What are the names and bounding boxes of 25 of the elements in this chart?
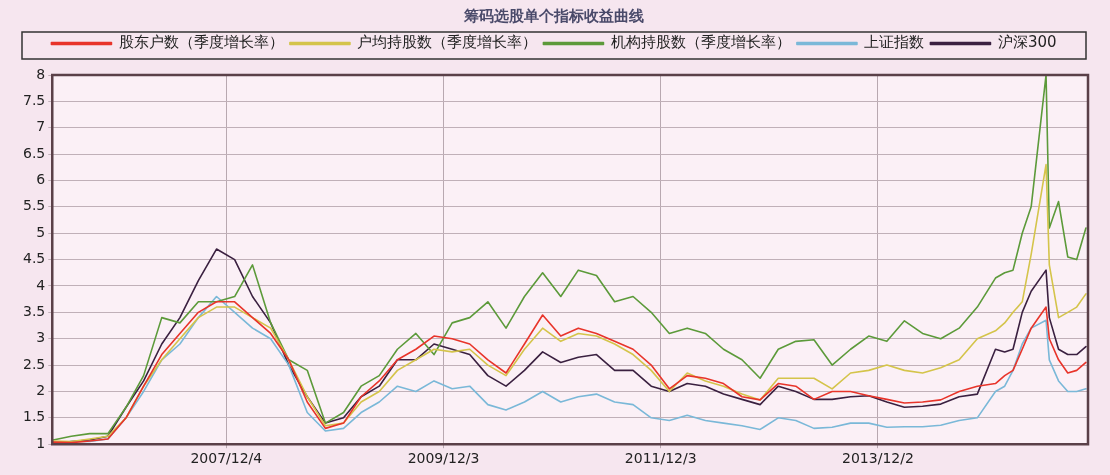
y-tick-label: 3.5 xyxy=(23,302,46,319)
y-tick-label: 6 xyxy=(36,171,46,188)
y-tick-label: 3 xyxy=(36,329,46,346)
y-tick-label: 8 xyxy=(36,65,46,82)
y-tick-label: 1 xyxy=(36,434,46,451)
x-tick-label: 2009/12/3 xyxy=(407,450,480,467)
y-tick-label: 1.5 xyxy=(23,408,46,425)
y-tick-label: 4.5 xyxy=(23,250,46,267)
y-tick-label: 7.5 xyxy=(23,92,46,109)
y-tick-label: 5.5 xyxy=(23,197,46,214)
y-tick-label: 7 xyxy=(36,118,46,135)
x-tick-label: 2007/12/4 xyxy=(190,450,263,467)
x-tick-label: 2011/12/3 xyxy=(624,450,697,467)
y-tick-label: 6.5 xyxy=(23,144,46,161)
y-tick-label: 2 xyxy=(36,382,46,399)
legend-label: 股东户数（季度增长率） xyxy=(118,33,284,52)
legend-label: 沪深300 xyxy=(997,33,1057,52)
y-tick-label: 5 xyxy=(36,223,46,240)
legend-label: 户均持股数（季度增长率） xyxy=(357,33,538,52)
legend-label: 机构持股数（季度增长率） xyxy=(610,33,791,52)
y-tick-label: 4 xyxy=(36,276,46,293)
legend-label: 上证指数 xyxy=(864,33,925,52)
chart-title: 筹码选股单个指标收益曲线 xyxy=(463,6,644,25)
y-tick-label: 2.5 xyxy=(23,355,46,372)
x-tick-label: 2013/12/2 xyxy=(842,450,914,467)
